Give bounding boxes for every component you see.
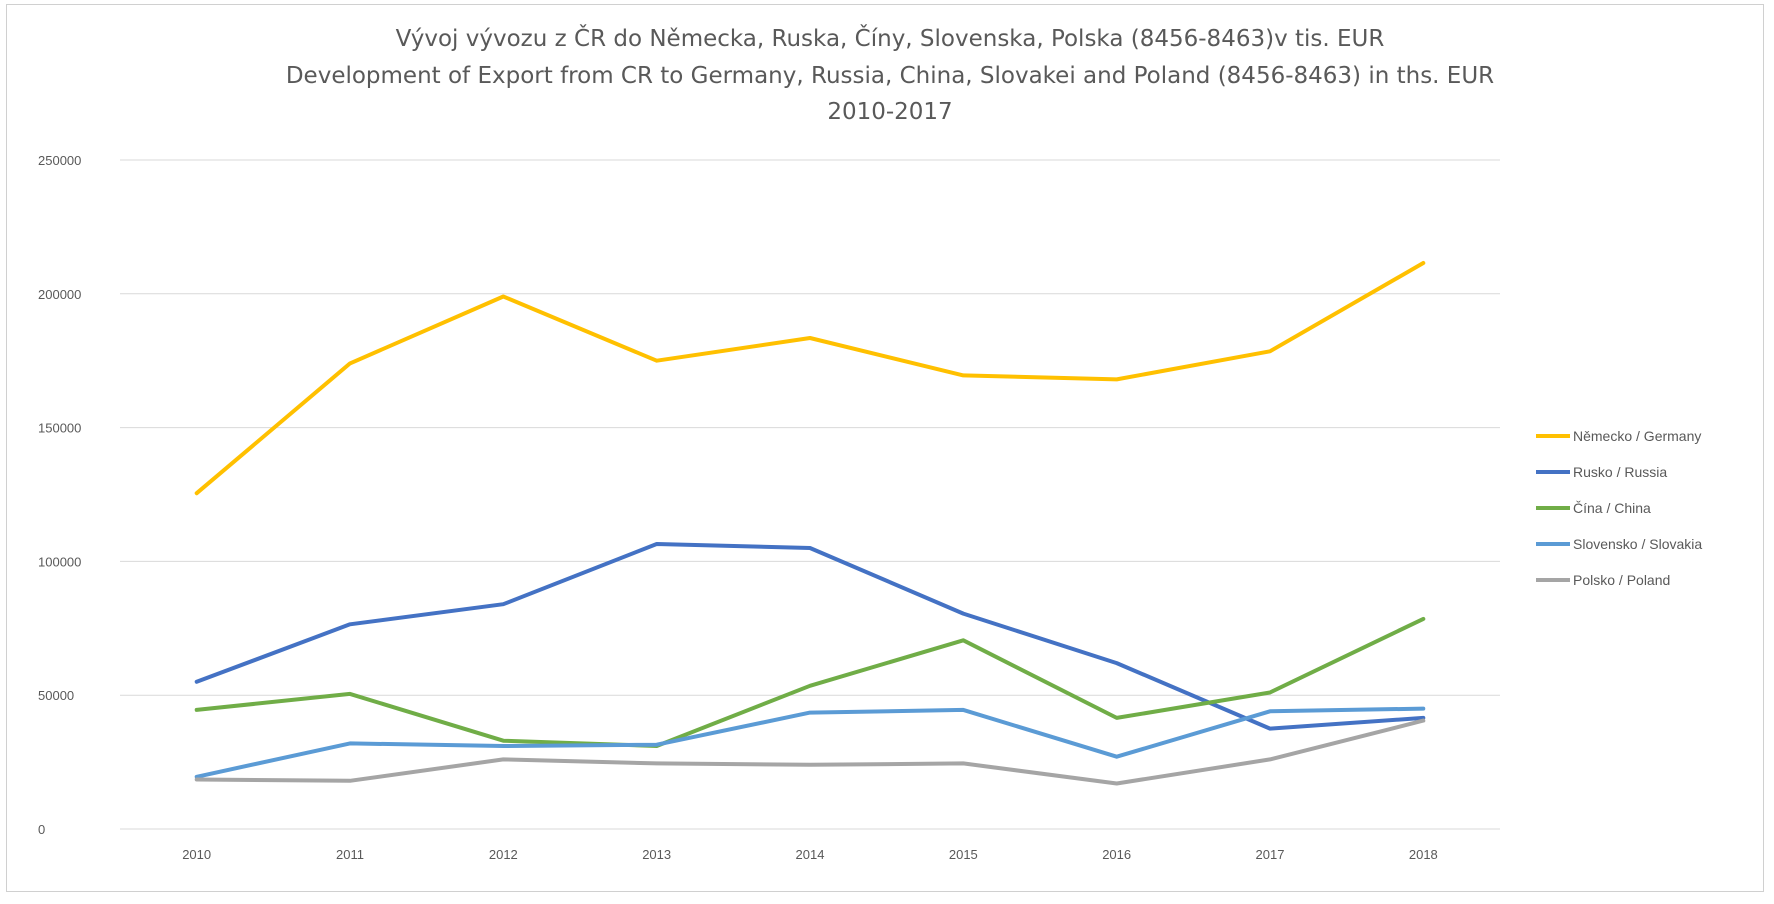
x-tick-label: 2016 bbox=[1102, 847, 1131, 862]
chart-title-line-2: Development of Export from CR to Germany… bbox=[286, 63, 1494, 89]
chart-title-line-3: 2010-2017 bbox=[827, 99, 952, 125]
legend-label: Slovensko / Slovakia bbox=[1573, 536, 1702, 552]
legend: Německo / Germany Rusko / Russia Čína / Ch… bbox=[1536, 428, 1702, 588]
series-line-4 bbox=[194, 718, 1426, 786]
legend-label: Německo / Germany bbox=[1573, 428, 1701, 444]
x-tick-label: 2010 bbox=[182, 847, 211, 862]
chart-frame bbox=[6, 4, 1764, 892]
y-tick-label: 250000 bbox=[38, 153, 81, 168]
y-tick-label: 200000 bbox=[38, 287, 81, 302]
y-tick-label: 150000 bbox=[38, 421, 81, 436]
y-tick-label: 100000 bbox=[38, 554, 81, 569]
legend-item: Rusko / Russia bbox=[1536, 464, 1667, 480]
legend-item: Slovensko / Slovakia bbox=[1536, 536, 1702, 552]
series-line-3 bbox=[194, 706, 1426, 779]
chart-title: Vývoj vývozu z ČR do Německa, Ruska, Čín… bbox=[286, 24, 1494, 125]
chart-title-line-1: Vývoj vývozu z ČR do Německa, Ruska, Čín… bbox=[396, 24, 1385, 52]
x-tick-label: 2012 bbox=[489, 847, 518, 862]
x-tick-label: 2015 bbox=[949, 847, 978, 862]
legend-item: Německo / Germany bbox=[1536, 428, 1701, 444]
y-tick-label: 50000 bbox=[38, 688, 74, 703]
legend-label: Polsko / Poland bbox=[1573, 572, 1670, 588]
legend-label: Čína / China bbox=[1573, 500, 1651, 516]
legend-item: Polsko / Poland bbox=[1536, 572, 1670, 588]
y-axis: 0 50000 100000 150000 200000 250000 bbox=[38, 153, 81, 837]
x-tick-label: 2018 bbox=[1409, 847, 1438, 862]
x-tick-label: 2011 bbox=[336, 847, 364, 862]
series-line-2 bbox=[194, 616, 1426, 748]
series-lines bbox=[194, 261, 1426, 786]
x-tick-label: 2017 bbox=[1256, 847, 1285, 862]
series-line-1 bbox=[194, 542, 1426, 731]
legend-label: Rusko / Russia bbox=[1573, 464, 1667, 480]
x-tick-label: 2014 bbox=[796, 847, 825, 862]
x-axis: 2010 2011 2012 2013 2014 2015 2016 2017 2018 bbox=[182, 847, 1438, 862]
series-line-0 bbox=[194, 261, 1426, 496]
legend-item: Čína / China bbox=[1536, 500, 1651, 516]
y-tick-label: 0 bbox=[38, 822, 45, 837]
x-tick-label: 2013 bbox=[642, 847, 671, 862]
